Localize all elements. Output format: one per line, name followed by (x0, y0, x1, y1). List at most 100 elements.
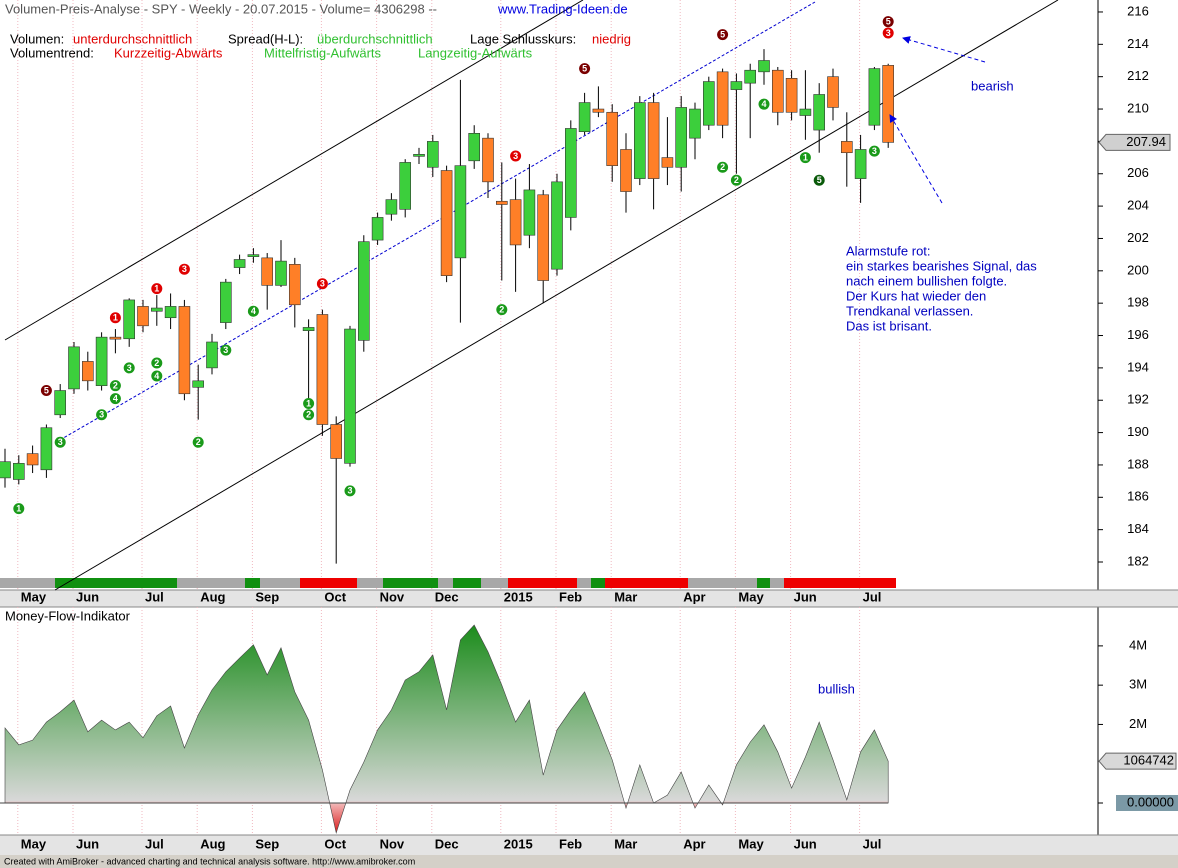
signal-label: 1 (16, 504, 21, 514)
signal-label: 5 (44, 385, 49, 395)
y-tick-label: 202 (1127, 230, 1149, 245)
x-tick-label: May (738, 589, 764, 604)
x-tick-label: Jul (145, 836, 164, 851)
signal (109, 393, 121, 405)
last-value: 1064742 (1123, 753, 1174, 768)
value: Langzeitig-Aufwärts (418, 45, 533, 60)
signal-label: 2 (306, 410, 311, 420)
signal (178, 263, 190, 275)
y-tick-label: 186 (1127, 489, 1149, 504)
y-tick-label: 192 (1127, 392, 1149, 407)
y-tick-label: 200 (1127, 262, 1149, 277)
signal (882, 27, 894, 39)
y-tick-label: 0.00000 (1127, 794, 1174, 809)
y-tick-label: 190 (1127, 424, 1149, 439)
signal (303, 397, 315, 409)
candle-body (882, 65, 895, 143)
candle-body (26, 453, 39, 466)
y-tick-label: 206 (1127, 165, 1149, 180)
zero-label-box (1116, 794, 1178, 811)
annotation: Trendkanal verlassen. (846, 303, 973, 318)
x-tick-label: Mar (614, 836, 637, 851)
x-tick-label: Oct (324, 589, 346, 604)
candle-body (275, 260, 287, 286)
candle-body (468, 133, 481, 162)
y-tick-label: 4M (1129, 637, 1147, 652)
footer: Created with AmiBroker - advanced charti… (4, 856, 415, 866)
annotation: Alarmstufe rot: (846, 243, 931, 258)
signal-label: 2 (499, 305, 504, 315)
signal (123, 362, 135, 374)
candle-body (247, 254, 260, 257)
candle-body (40, 427, 53, 471)
y-tick-label: 216 (1127, 3, 1149, 18)
candle-body (744, 69, 757, 84)
volume-trend-band (0, 578, 896, 588)
signal (868, 145, 880, 157)
y-tick-label: 214 (1127, 36, 1149, 51)
candle-body (220, 281, 232, 323)
x-tick-label: Dec (435, 836, 459, 851)
signal (192, 436, 204, 448)
signal-label: 1 (306, 398, 311, 408)
signal (344, 485, 356, 497)
signal (510, 150, 522, 162)
candle-body (109, 336, 122, 340)
candle-body (426, 141, 439, 168)
candle-body (192, 380, 204, 388)
annotation: Das ist brisant. (846, 318, 932, 333)
candle-body (316, 314, 329, 425)
candle-body (675, 107, 688, 168)
signal-label: 4 (154, 371, 159, 381)
x-tick-label: 2015 (504, 836, 533, 851)
y-tick-label: 212 (1127, 68, 1149, 83)
signal-label: 1 (803, 152, 808, 162)
x-tick-label: Aug (200, 589, 225, 604)
arrows (889, 36, 986, 204)
x-tick-label: Dec (435, 589, 459, 604)
signal-label: 3 (182, 264, 187, 274)
last-value: 207.94 (1126, 134, 1166, 149)
x-tick-label: Feb (559, 836, 582, 851)
signal (54, 436, 66, 448)
signal-label: 3 (872, 146, 877, 156)
candle-body (68, 346, 80, 390)
candle-body (206, 341, 218, 369)
candle-body (647, 102, 660, 179)
signal-label: 5 (817, 175, 822, 185)
signal-label: 5 (582, 63, 587, 73)
candle-body (564, 128, 577, 218)
x-tick-label: Jul (145, 589, 164, 604)
x-tick-label: Jul (863, 589, 882, 604)
x-tick-label: Jun (794, 836, 817, 851)
candle-body (288, 264, 301, 306)
signal-label: 2 (720, 162, 725, 172)
candle-body (137, 306, 149, 327)
y-tick-label: 184 (1127, 521, 1149, 536)
signal (303, 409, 315, 421)
candle-body (578, 102, 591, 132)
candle-body (123, 299, 135, 340)
signal (151, 370, 163, 382)
candle-body (633, 102, 646, 179)
candle-body (371, 217, 384, 241)
signal (13, 503, 25, 515)
y-tick-label: 182 (1127, 553, 1149, 568)
annotation: Der Kurs hat wieder den (846, 288, 986, 303)
candle-body (827, 76, 839, 108)
label: Spread(H-L): (228, 31, 303, 46)
label: Lage Schlusskurs: (470, 31, 576, 46)
y-tick-label: 3M (1129, 677, 1147, 692)
x-tick-label: Sep (255, 836, 279, 851)
candle-body (799, 108, 812, 116)
signal (247, 305, 259, 317)
x-tick-label: Apr (683, 836, 705, 851)
y-tick-label: 2M (1129, 716, 1147, 731)
candle-body (399, 162, 412, 210)
candle-body (302, 327, 315, 331)
y-tick-label: 188 (1127, 456, 1149, 471)
candle-body (620, 149, 632, 192)
candle-body (482, 137, 494, 183)
x-tick-label: May (21, 836, 47, 851)
value: Mittelfristig-Aufwärts (264, 45, 382, 60)
